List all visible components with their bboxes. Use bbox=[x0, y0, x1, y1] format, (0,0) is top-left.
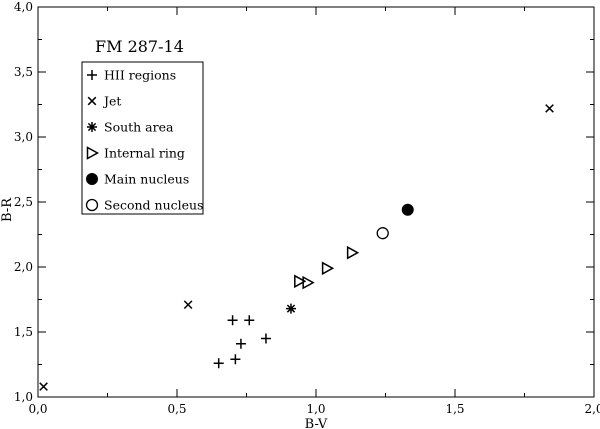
legend-marker bbox=[85, 198, 99, 212]
x-tick-label: 0,0 bbox=[28, 402, 47, 416]
asterisk-marker-icon bbox=[87, 122, 97, 132]
triangle-right-marker-icon bbox=[302, 275, 315, 290]
cross-marker-icon bbox=[545, 104, 554, 113]
data-point bbox=[285, 303, 296, 314]
y-tick-label: 1,0 bbox=[14, 390, 33, 404]
data-point bbox=[227, 315, 238, 326]
x-tick-label: 1,0 bbox=[306, 402, 325, 416]
axis-ticks bbox=[37, 6, 595, 398]
y-tick-label: 3,5 bbox=[14, 65, 33, 79]
legend-marker bbox=[86, 146, 100, 160]
legend-label: HII regions bbox=[104, 68, 176, 83]
legend-label: Main nucleus bbox=[104, 172, 189, 187]
y-tick-label: 2,0 bbox=[14, 260, 33, 274]
legend-marker bbox=[87, 70, 97, 80]
plus-marker-icon bbox=[235, 338, 246, 349]
plus-marker-icon bbox=[230, 354, 241, 365]
plus-marker-icon bbox=[213, 358, 224, 369]
data-point bbox=[401, 203, 414, 216]
data-points bbox=[39, 104, 554, 391]
plus-marker-icon bbox=[244, 315, 255, 326]
y-tick-label: 2,5 bbox=[14, 195, 33, 209]
data-point bbox=[294, 274, 307, 289]
filled-circle-marker-icon bbox=[86, 173, 98, 185]
legend: HII regions Jet South area Internal ring Mai… bbox=[81, 61, 204, 215]
x-tick-label: 1,5 bbox=[445, 402, 464, 416]
y-tick-label: 3,0 bbox=[14, 130, 33, 144]
legend-box bbox=[81, 61, 204, 215]
open-circle-marker-icon bbox=[376, 227, 389, 240]
x-axis-label: B-V bbox=[305, 417, 328, 429]
data-point bbox=[321, 261, 335, 276]
legend-label: Second nucleus bbox=[104, 198, 203, 213]
cross-marker-icon bbox=[87, 96, 97, 106]
triangle-right-marker-icon bbox=[86, 146, 100, 160]
x-tick-label: 2,0 bbox=[584, 402, 600, 416]
data-point bbox=[545, 104, 554, 113]
data-point bbox=[244, 315, 255, 326]
data-point bbox=[235, 338, 246, 349]
data-point bbox=[183, 300, 193, 310]
cross-marker-icon bbox=[183, 300, 193, 310]
plus-marker-icon bbox=[227, 315, 238, 326]
data-point bbox=[213, 358, 224, 369]
asterisk-marker-icon bbox=[285, 303, 296, 314]
legend-marker bbox=[87, 122, 97, 132]
axis-tick-labels: 0,0 0,5 1,0 1,5 2,0 1,0 1,5 2,0 2,5 3,0 3,5 4,0 bbox=[14, 0, 600, 416]
x-tick-label: 0,5 bbox=[167, 402, 186, 416]
triangle-right-marker-icon bbox=[321, 261, 335, 276]
triangle-right-marker-icon bbox=[346, 245, 360, 260]
data-point bbox=[39, 382, 48, 391]
legend-label: South area bbox=[104, 120, 174, 135]
data-point bbox=[376, 227, 389, 240]
plus-marker-icon bbox=[260, 333, 271, 344]
data-point bbox=[346, 245, 360, 260]
legend-label: Jet bbox=[102, 94, 121, 109]
data-point bbox=[302, 275, 315, 290]
data-point bbox=[260, 333, 271, 344]
data-point bbox=[230, 354, 241, 365]
plus-marker-icon bbox=[87, 70, 97, 80]
open-circle-marker-icon bbox=[85, 198, 99, 212]
chart-title: FM 287-14 bbox=[95, 37, 184, 56]
legend-marker bbox=[86, 173, 98, 185]
legend-label: Internal ring bbox=[104, 146, 185, 161]
legend-marker bbox=[87, 96, 97, 106]
triangle-right-marker-icon bbox=[294, 274, 307, 289]
filled-circle-marker-icon bbox=[401, 203, 414, 216]
y-tick-label: 1,5 bbox=[14, 325, 33, 339]
y-tick-label: 4,0 bbox=[14, 0, 33, 14]
cross-marker-icon bbox=[39, 382, 48, 391]
y-axis-label: B-R bbox=[0, 197, 15, 222]
